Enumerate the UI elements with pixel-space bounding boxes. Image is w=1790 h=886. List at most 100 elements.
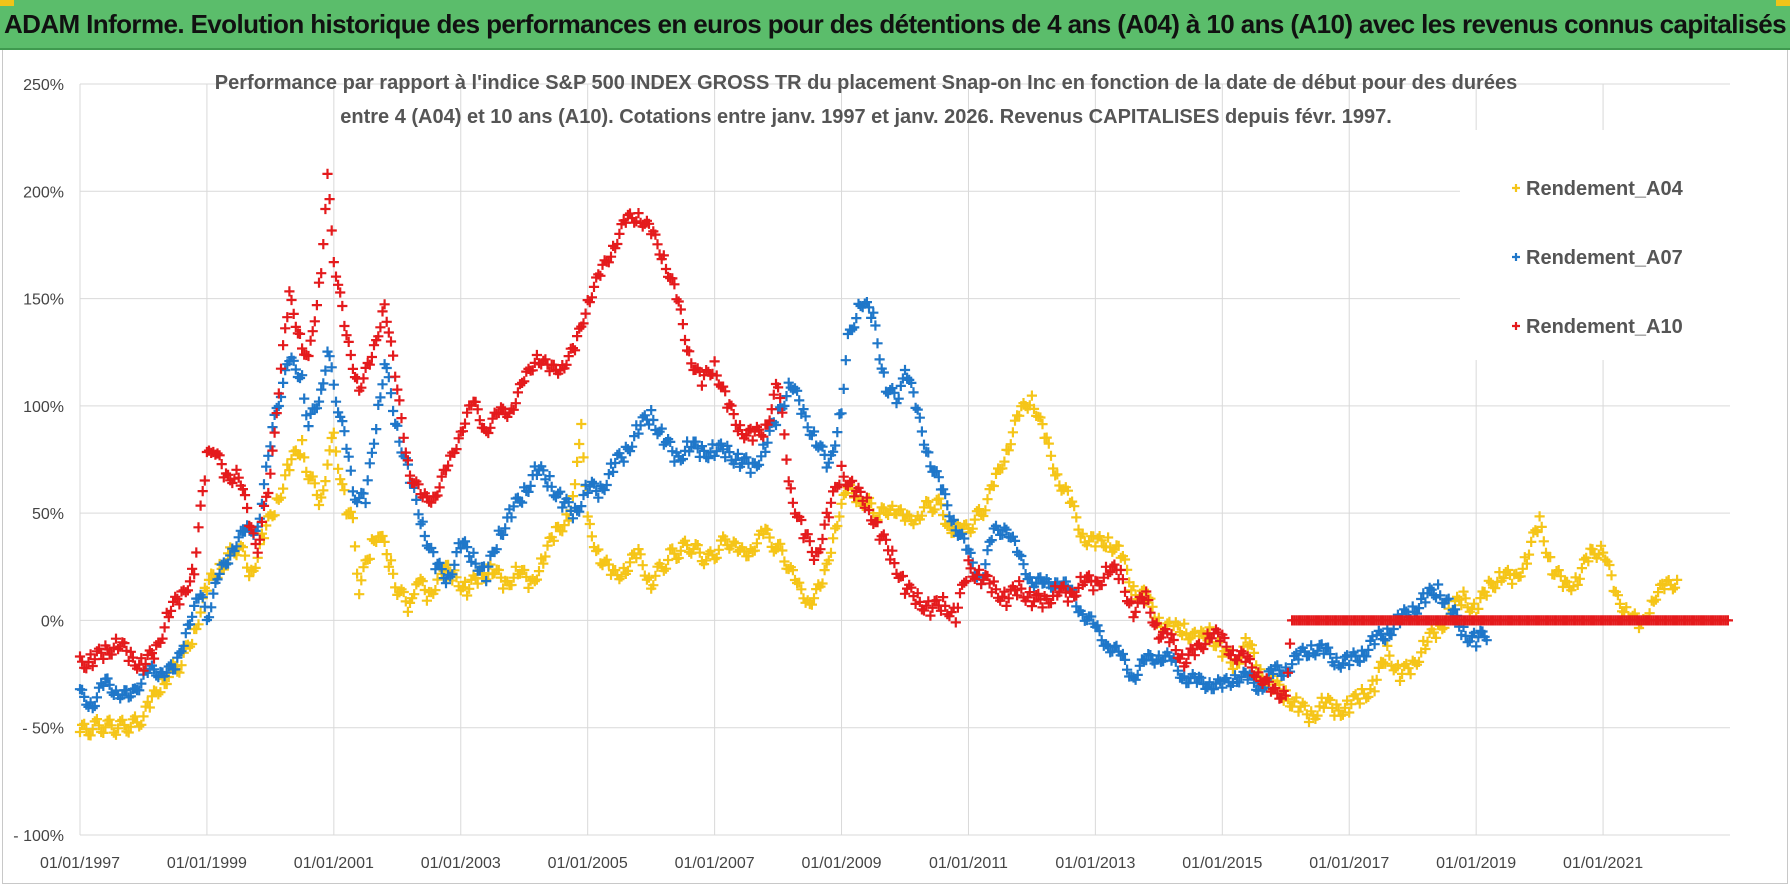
data-point — [1189, 650, 1200, 661]
data-point — [643, 419, 655, 430]
data-point — [582, 511, 593, 522]
data-point — [1200, 638, 1211, 650]
data-point — [796, 514, 807, 526]
data-point — [89, 654, 100, 665]
data-point — [337, 416, 348, 427]
y-tick-label: 150% — [23, 292, 64, 309]
data-point — [311, 300, 322, 311]
data-point — [1284, 638, 1296, 649]
data-point — [883, 509, 894, 520]
data-point — [538, 465, 549, 476]
data-point — [87, 660, 98, 672]
data-point — [307, 326, 318, 337]
data-point — [633, 544, 644, 555]
data-point — [1024, 587, 1035, 598]
data-point — [176, 660, 187, 671]
data-point — [417, 576, 428, 587]
data-point — [1248, 647, 1260, 658]
data-point — [838, 383, 849, 394]
data-point — [773, 382, 784, 393]
data-point — [333, 279, 344, 290]
data-point — [1221, 641, 1232, 652]
data-point — [1394, 675, 1406, 686]
data-point — [328, 257, 339, 268]
data-point — [284, 465, 295, 476]
data-point — [316, 384, 327, 395]
data-point — [197, 486, 208, 497]
data-point — [889, 558, 900, 569]
data-point — [326, 432, 337, 444]
data-point — [540, 354, 551, 365]
data-point — [942, 500, 953, 511]
data-point — [199, 475, 210, 486]
data-point — [914, 596, 925, 607]
data-point — [855, 486, 866, 497]
data-point — [1062, 485, 1073, 496]
data-point — [973, 504, 985, 515]
data-point — [768, 389, 779, 400]
data-point — [297, 435, 308, 446]
data-point — [1196, 672, 1207, 683]
data-point — [584, 518, 595, 530]
data-point — [817, 441, 828, 452]
data-point — [758, 529, 769, 540]
data-point — [593, 544, 604, 555]
data-point — [669, 456, 680, 467]
data-point — [965, 563, 976, 574]
data-point — [184, 576, 196, 587]
x-tick-label: 01/01/2005 — [548, 855, 628, 872]
data-point — [624, 557, 636, 568]
data-point — [159, 622, 170, 633]
data-point — [1014, 410, 1025, 421]
data-point — [500, 523, 511, 534]
data-point — [1183, 677, 1194, 689]
data-point — [1333, 705, 1344, 716]
data-point — [1384, 650, 1395, 661]
data-point — [840, 488, 851, 499]
data-point — [1153, 612, 1164, 623]
data-point — [523, 486, 534, 497]
data-point — [1481, 590, 1492, 601]
data-point — [832, 427, 843, 438]
data-point — [263, 487, 274, 499]
data-point — [280, 365, 291, 376]
data-point — [887, 500, 898, 511]
data-point — [828, 446, 839, 457]
data-point — [214, 568, 225, 579]
data-point — [273, 388, 284, 399]
data-point — [923, 447, 934, 458]
data-point — [510, 398, 521, 409]
data-point — [878, 367, 889, 378]
data-point — [800, 411, 811, 422]
data-point — [1471, 641, 1482, 652]
data-point — [320, 203, 331, 215]
data-point — [434, 557, 445, 568]
data-point — [819, 519, 830, 530]
data-point — [533, 566, 545, 577]
data-point — [1388, 623, 1399, 635]
data-point — [81, 663, 92, 674]
data-point — [1128, 612, 1139, 623]
data-point — [982, 570, 993, 582]
data-point — [779, 556, 790, 567]
data-point — [952, 602, 963, 613]
data-point — [918, 439, 930, 450]
data-point — [430, 585, 441, 596]
data-point — [783, 476, 794, 487]
data-point — [823, 512, 834, 523]
data-point — [237, 484, 248, 495]
data-point — [777, 545, 788, 556]
data-point — [1468, 627, 1480, 638]
data-point — [569, 479, 581, 490]
data-point — [643, 218, 655, 229]
data-point — [614, 228, 625, 239]
data-point — [275, 492, 287, 503]
data-point — [1595, 540, 1607, 551]
data-point — [785, 483, 796, 494]
data-point — [1115, 564, 1126, 576]
data-point — [98, 680, 109, 691]
data-point — [1386, 629, 1397, 641]
data-point — [508, 501, 519, 512]
data-point — [906, 582, 917, 593]
legend-label: Rendement_A10 — [1526, 316, 1683, 338]
